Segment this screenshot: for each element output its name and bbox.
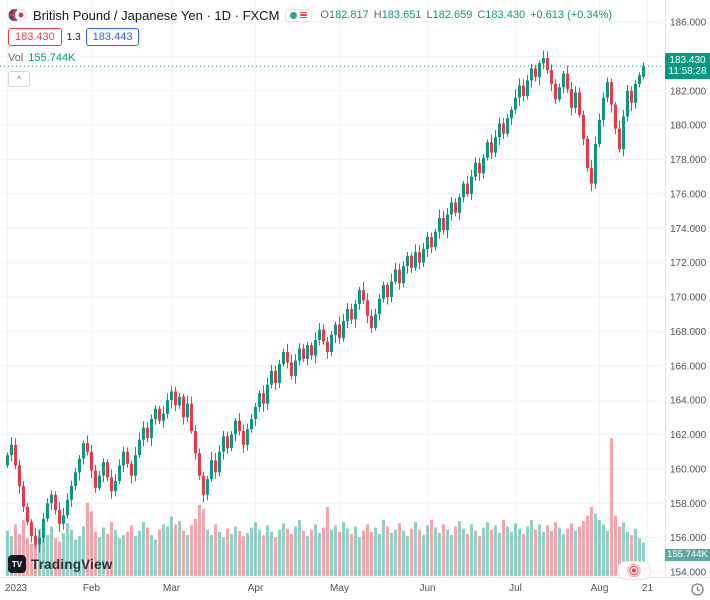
tradingview-logo-text: TradingView — [31, 556, 113, 572]
svg-text:Feb: Feb — [83, 583, 101, 594]
svg-text:2023: 2023 — [5, 583, 28, 594]
svg-text:Mar: Mar — [163, 583, 181, 594]
tradingview-logo-icon: TV — [8, 555, 26, 573]
last-price-badge: 183.430 11:58:28 — [665, 53, 710, 80]
svg-text:Apr: Apr — [248, 583, 264, 594]
svg-text:172.000: 172.000 — [670, 258, 707, 269]
svg-text:178.000: 178.000 — [670, 155, 707, 166]
svg-text:156.000: 156.000 — [670, 533, 707, 544]
grid-lines — [0, 0, 663, 576]
svg-text:180.000: 180.000 — [670, 121, 707, 132]
ohlc-menu-icon — [300, 11, 308, 19]
low-value: 182.659 — [432, 9, 473, 21]
svg-text:160.000: 160.000 — [670, 464, 707, 475]
market-status-pill[interactable] — [285, 8, 313, 22]
high-value: 183.651 — [381, 9, 422, 21]
last-price-text: 183.430 — [669, 55, 706, 67]
svg-text:Jun: Jun — [419, 583, 435, 594]
svg-text:174.000: 174.000 — [670, 224, 707, 235]
high-label: H — [373, 9, 382, 21]
timezone-clock-button[interactable] — [690, 582, 704, 596]
svg-text:158.000: 158.000 — [670, 499, 707, 510]
svg-text:168.000: 168.000 — [670, 327, 707, 338]
candlesticks — [6, 50, 645, 553]
volume-badge-text: 155.744K — [667, 549, 708, 560]
svg-text:186.000: 186.000 — [670, 18, 707, 29]
change-value: +0.613 (+0.34%) — [530, 9, 613, 21]
chevron-up-icon: ^ — [16, 73, 22, 84]
svg-text:May: May — [330, 583, 349, 594]
svg-text:154.000: 154.000 — [670, 568, 707, 579]
trade-buttons-row: 183.430 1.3 183.443 — [8, 28, 612, 46]
svg-text:164.000: 164.000 — [670, 396, 707, 407]
svg-text:Aug: Aug — [591, 583, 609, 594]
svg-text:166.000: 166.000 — [670, 361, 707, 372]
legend: British Pound / Japanese Yen · 1D · FXCM… — [8, 6, 612, 87]
symbol-title[interactable]: British Pound / Japanese Yen · 1D · FXCM — [33, 7, 280, 23]
spread-value: 1.3 — [66, 31, 81, 43]
svg-text:176.000: 176.000 — [670, 189, 707, 200]
svg-text:182.000: 182.000 — [670, 86, 707, 97]
volume-indicator-row: Vol 155.744K — [8, 52, 612, 64]
close-value: 183.430 — [485, 9, 526, 21]
price-axis[interactable]: 154.000 156.000 158.000 160.000 162.000 164.0… — [665, 0, 707, 579]
svg-text:21: 21 — [642, 583, 654, 594]
buy-button[interactable]: 183.443 — [85, 28, 140, 46]
symbol-flags-icon — [8, 8, 27, 22]
low-label: L — [426, 9, 433, 21]
broadcast-button[interactable] — [617, 561, 651, 580]
volume-value: 155.744K — [28, 52, 76, 64]
volume-label[interactable]: Vol — [8, 52, 24, 64]
svg-text:162.000: 162.000 — [670, 430, 707, 441]
volume-axis-badge: 155.744K — [665, 549, 710, 561]
broadcast-icon — [627, 564, 641, 577]
tradingview-attribution[interactable]: TV TradingView — [8, 555, 112, 573]
collapse-panel-button[interactable]: ^ — [8, 71, 30, 87]
open-value: 182.817 — [328, 9, 369, 21]
svg-text:170.000: 170.000 — [670, 293, 707, 304]
legend-main-row: British Pound / Japanese Yen · 1D · FXCM… — [8, 6, 612, 24]
market-open-dot-icon — [290, 11, 298, 19]
clock-icon — [690, 582, 704, 596]
close-label: C — [477, 9, 486, 21]
svg-text:Jul: Jul — [509, 583, 522, 594]
countdown-text: 11:58:28 — [668, 66, 707, 78]
open-label: O — [320, 9, 329, 21]
ohlc-values: O182.817 H183.651 L182.659 C183.430 +0.6… — [320, 9, 612, 21]
time-axis[interactable]: 2023 Feb Mar Apr May Jun Jul Aug 21 — [0, 577, 710, 595]
sell-button[interactable]: 183.430 — [8, 28, 62, 46]
